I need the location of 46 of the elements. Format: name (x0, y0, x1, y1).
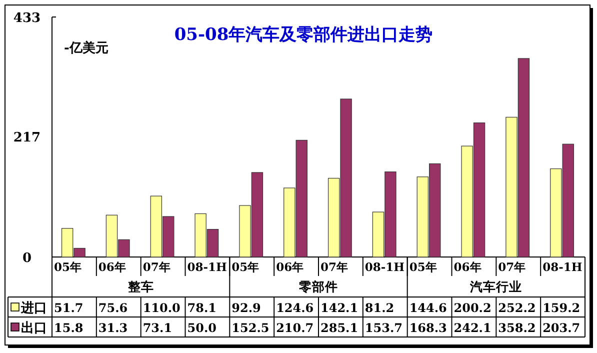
x-tick-label: 07年 (320, 260, 349, 274)
x-tick-label: 06年 (454, 260, 482, 274)
data-label: 75.6 (98, 301, 128, 315)
data-label: 203.7 (542, 321, 580, 335)
data-label: 242.1 (454, 321, 492, 335)
x-tick-label: 07年 (142, 260, 171, 274)
data-label: 210.7 (276, 321, 314, 335)
text: 整车 (126, 279, 154, 294)
y-tick-label: 0 (22, 251, 32, 266)
data-label: 78.1 (187, 301, 216, 315)
x-tick-label: 05年 (409, 260, 438, 274)
data-label: 144.6 (409, 301, 447, 315)
data-label: 358.2 (498, 321, 536, 335)
data-label: 153.7 (364, 321, 402, 335)
y-tick-label: 217 (13, 130, 41, 146)
data-label: 110.0 (142, 301, 180, 315)
x-tick-label: 05年 (232, 260, 260, 274)
x-tick-label: 06年 (276, 260, 304, 274)
legend-label: 进口 (20, 301, 47, 316)
data-label: 159.2 (542, 301, 580, 315)
data-label: 81.2 (364, 301, 394, 315)
data-label: 285.1 (320, 321, 358, 335)
x-tick-label: 08-1H (364, 260, 405, 274)
text: 汽车行业 (469, 279, 522, 294)
x-tick-label: 06年 (98, 260, 126, 274)
x-tick-label: 08-1H (542, 260, 582, 274)
data-label: 252.2 (498, 301, 536, 315)
data-label: 50.0 (187, 321, 216, 335)
data-label: 51.7 (54, 301, 84, 315)
x-tick-label: 05年 (54, 260, 82, 274)
text: 05-08年汽车及零部件进出口走势 (174, 25, 433, 45)
data-label: 200.2 (454, 301, 492, 315)
data-label: 92.9 (232, 301, 261, 315)
x-tick-label: 07年 (498, 260, 526, 274)
data-label: 15.8 (54, 321, 84, 335)
x-tick-label: 08-1H (187, 260, 228, 274)
text: 零部件 (298, 279, 338, 294)
data-label: 31.3 (98, 321, 128, 335)
y-tick-label: 433 (13, 11, 41, 26)
legend-label: 出口 (21, 321, 47, 336)
annotation: -亿美元 (64, 40, 108, 56)
data-label: 168.3 (409, 321, 447, 335)
data-label: 124.6 (276, 301, 314, 315)
data-label: 152.5 (232, 321, 270, 335)
data-label: 142.1 (320, 301, 358, 315)
data-label: 73.1 (142, 321, 172, 335)
